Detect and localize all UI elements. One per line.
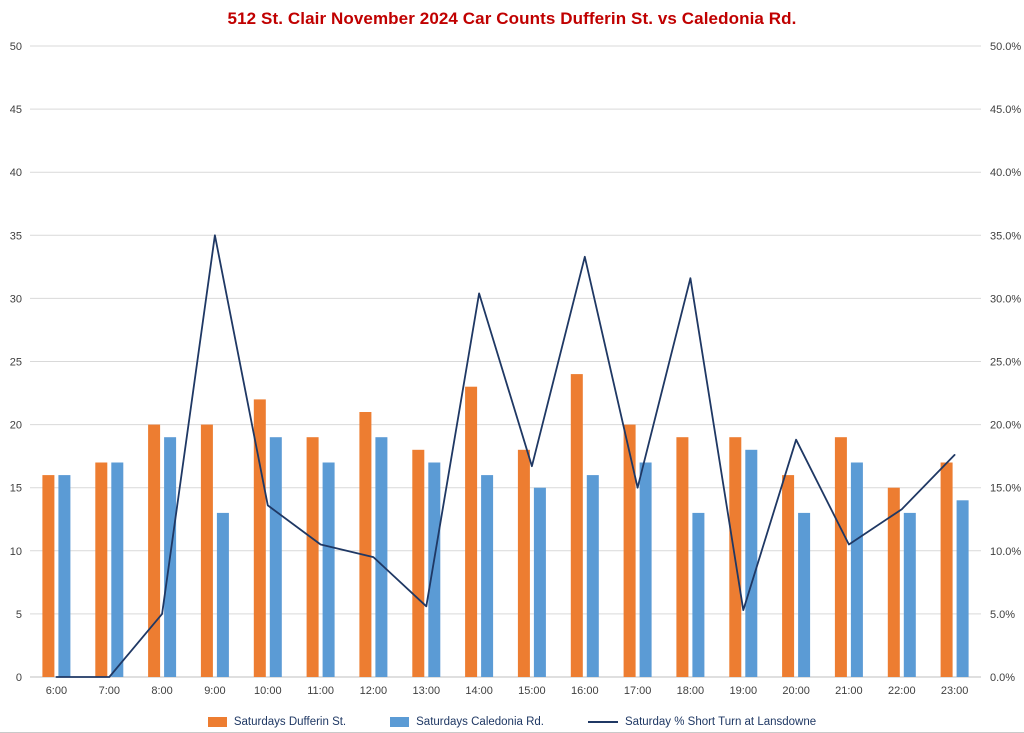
- left-axis-tick-label: 40: [10, 167, 22, 179]
- left-axis-tick-label: 30: [10, 293, 22, 305]
- bar-caledonia: [692, 512, 705, 677]
- left-axis-tick-label: 25: [10, 357, 22, 369]
- bar-dufferin: [517, 449, 530, 677]
- bar-caledonia: [216, 512, 229, 677]
- legend-item-short-turn: Saturday % Short Turn at Lansdowne: [588, 716, 816, 728]
- bar-caledonia: [375, 437, 388, 677]
- x-axis-tick-label: 12:00: [360, 685, 388, 697]
- right-axis-tick-label: 50.0%: [990, 41, 1021, 53]
- bar-caledonia: [903, 512, 916, 677]
- x-axis-tick-label: 18:00: [677, 685, 705, 697]
- right-axis-tick-label: 0.0%: [990, 672, 1015, 684]
- right-axis-tick-label: 10.0%: [990, 546, 1021, 558]
- bar-dufferin: [940, 462, 953, 677]
- x-axis-tick-label: 13:00: [413, 685, 441, 697]
- legend-label-caledonia: Saturdays Caledonia Rd.: [416, 716, 544, 728]
- left-axis-tick-label: 35: [10, 230, 22, 242]
- x-axis-tick-label: 10:00: [254, 685, 282, 697]
- right-axis-tick-label: 20.0%: [990, 420, 1021, 432]
- left-axis-tick-label: 50: [10, 41, 22, 53]
- bar-dufferin: [570, 374, 583, 677]
- left-axis-tick-label: 5: [16, 609, 22, 621]
- x-axis-tick-label: 20:00: [782, 685, 810, 697]
- bar-caledonia: [639, 462, 652, 677]
- x-axis-tick-label: 15:00: [518, 685, 546, 697]
- x-axis-tick-label: 8:00: [151, 685, 172, 697]
- legend-label-dufferin: Saturdays Dufferin St.: [233, 716, 347, 728]
- x-axis-tick-label: 6:00: [46, 685, 67, 697]
- right-axis-tick-label: 25.0%: [990, 357, 1021, 369]
- bar-caledonia: [956, 500, 969, 677]
- bar-caledonia: [745, 449, 758, 677]
- bar-caledonia: [322, 462, 335, 677]
- left-axis-tick-label: 45: [10, 104, 22, 116]
- bar-dufferin: [412, 449, 425, 677]
- bar-caledonia: [850, 462, 863, 677]
- bar-dufferin: [42, 475, 55, 677]
- bar-caledonia: [428, 462, 441, 677]
- right-axis-tick-label: 45.0%: [990, 104, 1021, 116]
- left-axis-tick-label: 0: [16, 672, 22, 684]
- bar-caledonia: [481, 475, 494, 677]
- legend-item-caledonia: Saturdays Caledonia Rd.: [390, 716, 544, 728]
- right-axis-tick-label: 15.0%: [990, 483, 1021, 495]
- bar-caledonia: [533, 487, 546, 677]
- x-axis-tick-label: 11:00: [307, 685, 334, 697]
- bar-dufferin: [306, 437, 319, 677]
- x-axis-tick-label: 21:00: [835, 685, 863, 697]
- bar-dufferin: [887, 487, 900, 677]
- bar-dufferin: [782, 475, 795, 677]
- x-axis-tick-label: 16:00: [571, 685, 599, 697]
- line-swatch-icon: [588, 721, 618, 723]
- caledonia-swatch-icon: [390, 717, 410, 727]
- right-axis-tick-label: 35.0%: [990, 230, 1021, 242]
- legend: Saturdays Dufferin St. Saturdays Caledon…: [0, 716, 1024, 728]
- bar-dufferin: [200, 424, 213, 677]
- bar-dufferin: [676, 437, 689, 677]
- x-axis-tick-label: 7:00: [99, 685, 120, 697]
- legend-item-dufferin: Saturdays Dufferin St.: [207, 716, 347, 728]
- bar-caledonia: [269, 437, 282, 677]
- right-axis-tick-label: 30.0%: [990, 293, 1021, 305]
- bar-caledonia: [586, 475, 599, 677]
- x-axis-tick-label: 22:00: [888, 685, 916, 697]
- right-axis-tick-label: 5.0%: [990, 609, 1015, 621]
- bar-dufferin: [148, 424, 161, 677]
- left-axis-tick-label: 15: [10, 483, 22, 495]
- left-axis-tick-label: 10: [10, 546, 22, 558]
- legend-label-short-turn: Saturday % Short Turn at Lansdowne: [625, 716, 817, 728]
- x-axis-tick-label: 19:00: [730, 685, 758, 697]
- chart-title: 512 St. Clair November 2024 Car Counts D…: [227, 9, 797, 28]
- x-axis-tick-label: 9:00: [204, 685, 225, 697]
- bar-dufferin: [359, 412, 372, 677]
- bar-dufferin: [253, 399, 266, 677]
- right-axis-tick-label: 40.0%: [990, 167, 1021, 179]
- x-axis-tick-label: 23:00: [941, 685, 969, 697]
- x-axis-tick-label: 14:00: [465, 685, 493, 697]
- bar-dufferin: [623, 424, 636, 677]
- bar-dufferin: [95, 462, 108, 677]
- bar-caledonia: [58, 475, 71, 677]
- bar-dufferin: [465, 386, 478, 677]
- bar-caledonia: [111, 462, 124, 677]
- bar-caledonia: [798, 512, 811, 677]
- bar-dufferin: [834, 437, 847, 677]
- short-turn-line: [55, 234, 956, 678]
- left-axis-tick-label: 20: [10, 420, 22, 432]
- dufferin-swatch-icon: [207, 717, 227, 727]
- x-axis-tick-label: 17:00: [624, 685, 652, 697]
